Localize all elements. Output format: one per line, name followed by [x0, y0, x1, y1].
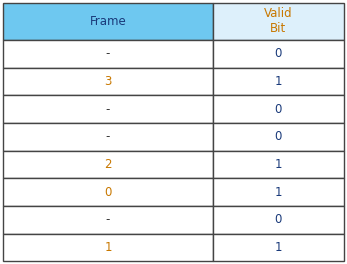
Text: 1: 1: [274, 241, 282, 254]
Bar: [213, 96, 344, 123]
Text: -: -: [106, 213, 110, 227]
Text: -: -: [106, 48, 110, 60]
Text: 2: 2: [104, 158, 112, 171]
Bar: [3, 234, 213, 261]
Text: 0: 0: [274, 103, 282, 116]
Bar: [213, 206, 344, 234]
Text: 0: 0: [274, 48, 282, 60]
Bar: [3, 178, 213, 206]
Text: -: -: [106, 130, 110, 143]
Bar: [213, 40, 344, 68]
Text: Valid
Bit: Valid Bit: [264, 7, 293, 35]
Bar: [213, 68, 344, 96]
Bar: [3, 206, 213, 234]
Text: 0: 0: [104, 186, 112, 199]
Bar: [3, 96, 213, 123]
Text: 0: 0: [274, 213, 282, 227]
Bar: [213, 178, 344, 206]
Text: 1: 1: [274, 75, 282, 88]
Bar: [213, 234, 344, 261]
Text: Frame: Frame: [90, 15, 126, 28]
Text: 1: 1: [274, 186, 282, 199]
Text: -: -: [106, 103, 110, 116]
Bar: [3, 3, 213, 40]
Bar: [3, 123, 213, 151]
Bar: [3, 68, 213, 96]
Bar: [213, 151, 344, 178]
Text: 1: 1: [274, 158, 282, 171]
Text: 0: 0: [274, 130, 282, 143]
Text: 1: 1: [104, 241, 112, 254]
Bar: [3, 40, 213, 68]
Bar: [3, 151, 213, 178]
Bar: [213, 3, 344, 40]
Text: 3: 3: [104, 75, 112, 88]
Bar: [213, 123, 344, 151]
